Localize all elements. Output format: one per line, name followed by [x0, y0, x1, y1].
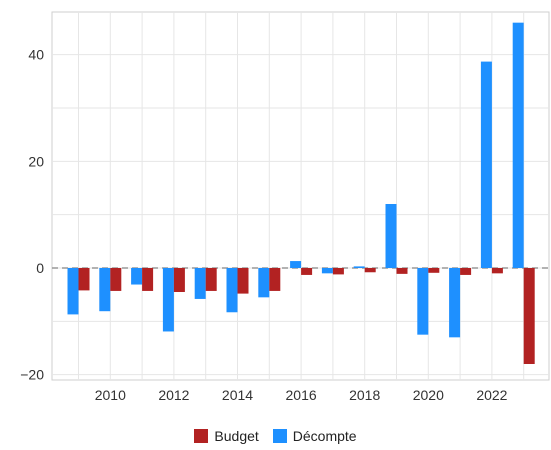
bar-budget — [173, 268, 185, 292]
y-tick-label: 20 — [28, 153, 44, 169]
bar-decompte — [353, 266, 365, 268]
bar-budget — [491, 268, 503, 274]
bar-decompte — [99, 268, 111, 312]
x-tick-label: 2018 — [349, 387, 380, 403]
x-tick-label: 2016 — [286, 387, 317, 403]
bar-decompte — [194, 268, 206, 299]
bar-decompte — [449, 268, 461, 338]
y-tick-label: 40 — [28, 47, 44, 63]
bar-decompte — [480, 61, 492, 268]
legend-item-decompte: Décompte — [272, 428, 357, 444]
bar-budget — [78, 268, 90, 291]
bar-budget — [396, 268, 408, 274]
bar-budget — [332, 268, 344, 275]
y-tick-label: 0 — [36, 260, 44, 276]
bar-budget — [460, 268, 472, 275]
x-tick-label: 2012 — [158, 387, 189, 403]
bar-budget — [523, 268, 535, 364]
bar-budget — [301, 268, 313, 275]
legend-swatch-budget — [194, 429, 209, 443]
plot-frame — [51, 11, 550, 381]
bar-decompte — [290, 261, 302, 268]
bar-decompte — [258, 268, 270, 298]
legend-swatch-decompte — [272, 429, 287, 443]
x-tick-label: 2010 — [95, 387, 126, 403]
legend-label-decompte: Décompte — [292, 428, 357, 444]
bar-decompte — [512, 22, 524, 268]
y-tick-label: −20 — [20, 367, 44, 383]
bar-budget — [110, 268, 122, 291]
bar-decompte — [162, 268, 174, 332]
bar-budget — [428, 268, 440, 273]
bar-budget — [205, 268, 217, 291]
legend-item-budget: Budget — [194, 428, 259, 444]
bar-decompte — [131, 268, 143, 285]
bar-chart-plot: −20 0 20 40 2010 2012 2014 2016 2018 2020 2022 — [20, 11, 550, 403]
bar-decompte — [385, 204, 397, 268]
legend-label-budget: Budget — [214, 428, 259, 444]
bar-decompte — [67, 268, 79, 315]
bar-decompte — [321, 268, 333, 274]
bar-decompte — [417, 268, 429, 335]
bar-decompte — [226, 268, 238, 313]
bar-budget — [364, 268, 376, 273]
bar-budget — [237, 268, 249, 294]
legend: Budget Décompte — [0, 428, 551, 444]
x-tick-label: 2014 — [222, 387, 253, 403]
bar-budget — [142, 268, 154, 291]
bar-budget — [269, 268, 281, 291]
x-tick-label: 2020 — [413, 387, 444, 403]
x-tick-label: 2022 — [476, 387, 507, 403]
